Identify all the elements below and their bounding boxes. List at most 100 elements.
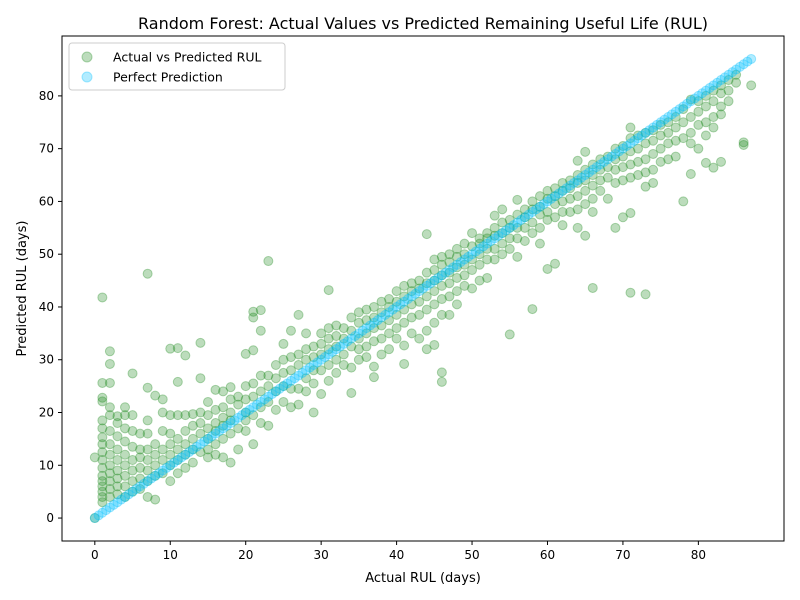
data-point-actual <box>187 420 198 431</box>
data-point-actual <box>519 212 530 223</box>
data-point-actual <box>331 341 342 352</box>
data-point-actual <box>663 127 674 138</box>
data-point-actual <box>112 489 123 500</box>
data-point-actual <box>716 109 726 120</box>
data-point-perfect <box>165 460 176 471</box>
data-point-actual <box>285 383 296 394</box>
data-point-perfect <box>255 396 266 407</box>
data-point-actual <box>127 425 138 436</box>
data-point-actual <box>233 444 244 455</box>
data-point-perfect <box>433 272 444 283</box>
data-point-perfect <box>233 412 244 423</box>
data-point-actual <box>368 312 379 323</box>
data-point-actual <box>391 309 402 320</box>
data-point-perfect <box>550 191 561 202</box>
data-point-actual <box>602 151 613 162</box>
data-point-actual <box>248 391 259 402</box>
data-point-actual <box>218 412 229 423</box>
data-point-actual <box>195 373 206 384</box>
data-point-actual <box>97 292 108 303</box>
data-point-actual <box>376 296 387 307</box>
data-point-actual <box>384 315 395 326</box>
data-point-perfect <box>485 236 496 247</box>
data-point-actual <box>391 286 402 297</box>
data-point-perfect <box>723 69 734 80</box>
data-point-perfect <box>523 209 534 220</box>
data-point-actual <box>716 80 726 91</box>
data-point-perfect <box>270 386 281 397</box>
data-point-perfect <box>425 278 436 289</box>
data-point-actual <box>580 230 591 241</box>
data-point-actual <box>504 243 515 254</box>
data-point-actual <box>150 470 161 481</box>
data-point-actual <box>285 352 296 363</box>
data-point-actual <box>429 265 440 276</box>
data-point-actual <box>187 444 198 455</box>
data-point-actual <box>451 299 462 310</box>
data-point-actual <box>346 362 357 373</box>
data-point-perfect <box>289 373 300 384</box>
data-point-actual <box>497 217 508 228</box>
data-point-perfect <box>467 249 478 260</box>
data-point-actual <box>293 349 304 360</box>
data-point-actual <box>202 410 213 421</box>
data-point-perfect <box>561 183 572 194</box>
data-point-actual <box>459 249 470 260</box>
data-point-actual <box>421 267 432 278</box>
data-point-actual <box>210 439 221 450</box>
data-point-actual <box>557 196 568 207</box>
data-point-perfect <box>500 225 511 236</box>
data-point-actual <box>685 112 696 122</box>
data-point-actual <box>353 317 364 328</box>
data-point-actual <box>127 455 138 465</box>
data-point-actual <box>708 96 719 107</box>
data-point-actual <box>142 268 153 279</box>
data-point-perfect <box>512 217 523 228</box>
data-point-actual <box>187 457 198 468</box>
data-point-actual <box>414 275 425 286</box>
data-point-actual <box>482 228 493 239</box>
data-point-actual <box>700 117 711 128</box>
data-point-perfect <box>214 425 225 436</box>
data-point-perfect <box>331 344 342 355</box>
data-point-actual <box>293 383 304 394</box>
data-point-perfect <box>444 265 455 276</box>
data-point-perfect <box>218 423 229 434</box>
data-point-actual <box>414 283 425 294</box>
data-point-perfect <box>663 112 674 122</box>
data-point-actual <box>444 309 455 320</box>
data-point-actual <box>474 233 485 244</box>
chart-title: Random Forest: Actual Values vs Predicte… <box>138 14 708 33</box>
data-point-actual <box>202 433 213 444</box>
data-point-perfect <box>610 148 621 159</box>
data-point-actual <box>633 130 644 141</box>
data-point-actual <box>557 185 568 196</box>
data-point-actual <box>625 122 636 133</box>
data-point-perfect <box>689 93 700 104</box>
data-point-actual <box>150 449 161 460</box>
data-point-actual <box>625 172 636 183</box>
data-point-actual <box>353 344 364 355</box>
data-point-actual <box>135 473 146 484</box>
data-point-perfect <box>278 381 289 392</box>
data-point-actual <box>723 96 734 107</box>
data-point-actual <box>685 127 696 138</box>
data-point-actual <box>527 217 538 228</box>
data-point-perfect <box>746 53 757 64</box>
data-point-perfect <box>384 307 395 318</box>
data-point-actual <box>120 481 130 492</box>
data-point-actual <box>361 341 372 352</box>
data-point-actual <box>451 262 462 273</box>
data-point-actual <box>451 272 462 283</box>
data-point-actual <box>233 399 244 410</box>
data-point-actual <box>104 439 115 450</box>
data-point-actual <box>436 376 447 387</box>
data-point-actual <box>565 175 576 186</box>
data-point-actual <box>580 185 591 196</box>
data-point-actual <box>421 278 432 289</box>
data-point-actual <box>218 386 229 397</box>
data-point-perfect <box>440 267 451 278</box>
data-point-actual <box>391 333 402 344</box>
data-point-perfect <box>104 502 115 513</box>
data-point-actual <box>172 444 183 455</box>
